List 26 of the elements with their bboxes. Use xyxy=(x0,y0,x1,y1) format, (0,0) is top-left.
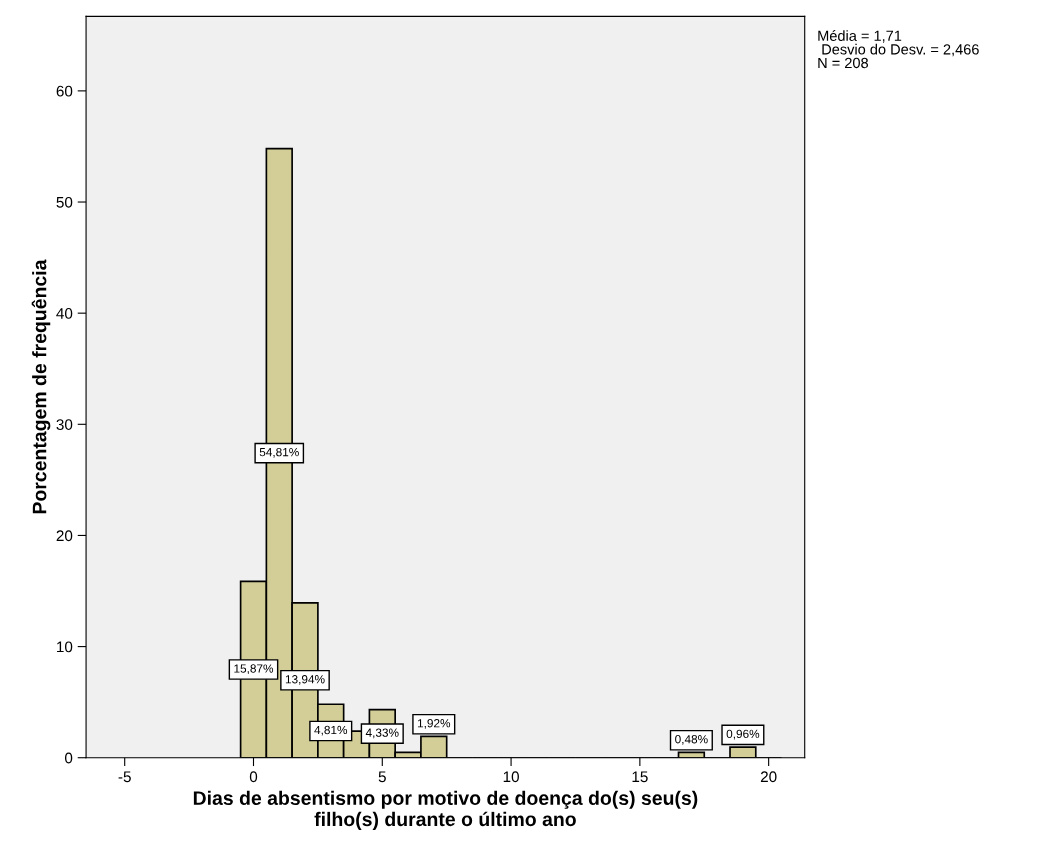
y-tick-label: 60 xyxy=(56,85,73,97)
data-label: 4,33% xyxy=(365,728,399,739)
data-label: 0,96% xyxy=(726,729,760,740)
y-tick-label: 30 xyxy=(56,419,73,430)
text: Média = 1,71 xyxy=(818,30,902,43)
data-label: 0,48% xyxy=(675,735,708,745)
x-axis-title: Dias de absentismo por motivo de doença do(s) seu(s) filho(s) durante o último ano xyxy=(193,790,698,830)
text: Desvio do Desv. = 2,466 xyxy=(822,43,979,57)
x-tick-label: 10 xyxy=(503,771,519,783)
y-axis-title: Porcentagem de frequência xyxy=(31,259,51,514)
x-tick-label: 15 xyxy=(632,771,648,783)
y-tick-label: 50 xyxy=(56,196,73,208)
data-label: 54,81% xyxy=(259,447,299,458)
x-tick-label: 0 xyxy=(249,771,258,783)
y-tick-label: 20 xyxy=(56,530,73,542)
data-label: 15,87% xyxy=(234,664,274,675)
data-label: 1,92% xyxy=(417,719,451,729)
x-tick-label: 20 xyxy=(760,771,777,783)
x-tick-label: 5 xyxy=(378,771,386,783)
x-tick-label: -5 xyxy=(118,771,131,783)
y-tick-label: 0 xyxy=(64,752,73,764)
y-tick-label: 40 xyxy=(56,308,73,319)
data-label: 4,81% xyxy=(314,725,348,736)
y-tick-label: 10 xyxy=(57,641,73,653)
text: N = 208 xyxy=(818,57,868,69)
data-label: 13,94% xyxy=(285,675,325,685)
